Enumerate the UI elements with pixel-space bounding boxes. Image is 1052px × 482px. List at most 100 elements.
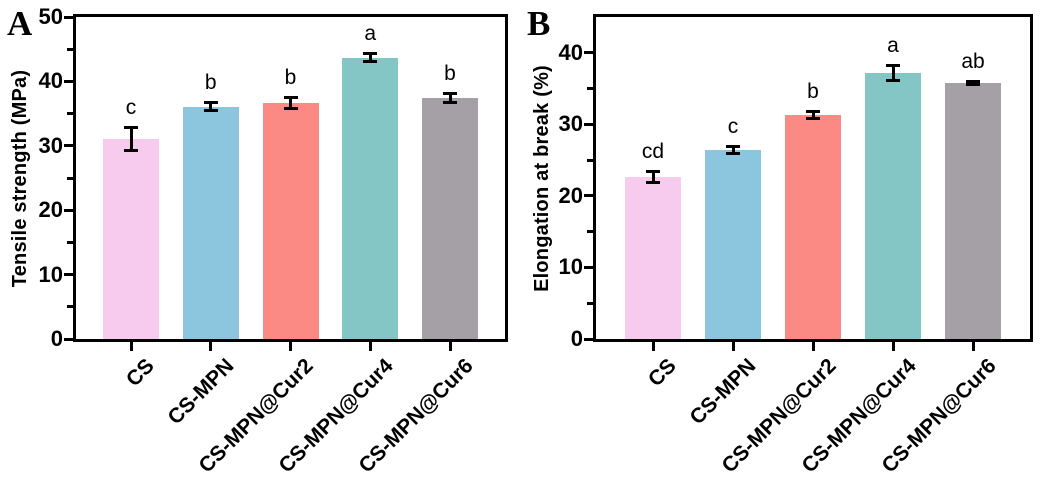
- bar: [865, 72, 921, 339]
- y-tick-label: 40: [558, 39, 583, 65]
- panel-a-plot-area: 0 10 20 30 40 50 c CS b CS-MPN b CS-MPN@Cur2 a CS-MPN…: [39, 5, 508, 477]
- y-major-tick: [584, 337, 596, 341]
- error-bar-cap-bottom: [726, 152, 740, 156]
- y-minor-tick: [67, 305, 76, 309]
- significance-label: b: [807, 80, 819, 104]
- significance-label: c: [125, 95, 137, 119]
- y-minor-tick: [587, 87, 596, 91]
- y-tick-label: 20: [558, 182, 583, 208]
- y-major-tick: [64, 144, 76, 148]
- bar: [705, 150, 761, 339]
- error-bar-line: [209, 101, 213, 112]
- error-bar-cap-top: [203, 101, 218, 105]
- y-major-tick: [64, 273, 76, 277]
- y-major-tick: [64, 208, 76, 212]
- y-major-tick: [584, 51, 596, 55]
- error-bar-cap-bottom: [443, 100, 457, 104]
- y-tick-label: 40: [38, 68, 63, 94]
- bar: [182, 106, 239, 339]
- error-bar-line: [731, 145, 735, 156]
- y-major-tick: [584, 194, 596, 198]
- error-bar-cap-top: [806, 110, 820, 114]
- significance-label: c: [727, 115, 739, 139]
- error-bar-cap-top: [124, 125, 138, 129]
- error-bar-cap-bottom: [806, 117, 820, 121]
- y-minor-tick: [587, 230, 596, 234]
- bar: [785, 115, 841, 339]
- x-tick-label-text: CS: [643, 354, 681, 392]
- x-tick: [651, 339, 655, 351]
- significance-label: a: [364, 21, 377, 45]
- x-tick: [731, 339, 735, 351]
- bar: [103, 138, 159, 339]
- error-bar-cap-top: [646, 170, 660, 174]
- panel-a-y-axis-title-text: Tensile strength (MPa): [9, 69, 32, 287]
- y-tick-label: 10: [558, 254, 583, 280]
- error-bar-cap-bottom: [966, 82, 980, 86]
- y-minor-tick: [67, 176, 76, 180]
- x-tick: [209, 339, 213, 351]
- y-major-tick: [584, 265, 596, 269]
- x-tick-label-text: CS-MPN: [163, 354, 239, 430]
- bar: [342, 57, 399, 339]
- error-bar-cap-top: [363, 51, 378, 55]
- x-tick: [811, 339, 815, 351]
- error-bar-cap-bottom: [124, 148, 138, 152]
- error-bar-cap-bottom: [646, 181, 660, 185]
- y-tick-label: 10: [38, 261, 63, 287]
- x-tick: [891, 339, 895, 351]
- significance-label: b: [284, 66, 297, 90]
- y-tick-label: 50: [38, 4, 63, 29]
- significance-label: ab: [961, 49, 985, 73]
- panel-b-letter: B: [527, 4, 551, 43]
- panel-a-letter: A: [7, 4, 33, 43]
- y-major-tick: [64, 15, 76, 19]
- y-major-tick: [584, 122, 596, 126]
- error-bar-line: [368, 51, 372, 64]
- y-minor-tick: [67, 47, 76, 51]
- x-tick: [289, 339, 292, 351]
- panel-a-y-axis-title: Tensile strength (MPa): [6, 14, 36, 342]
- y-tick-label: 30: [38, 132, 63, 158]
- error-bar-cap-top: [726, 145, 740, 149]
- error-bar-line: [891, 63, 895, 83]
- x-tick-label-text: CS-MPN: [685, 354, 761, 430]
- error-bar-line: [129, 125, 133, 152]
- error-bar-line: [289, 96, 292, 111]
- error-bar-cap-bottom: [886, 79, 900, 83]
- error-bar-line: [651, 170, 655, 185]
- y-major-tick: [64, 79, 76, 83]
- x-tick: [971, 339, 975, 351]
- error-bar-cap-bottom: [283, 107, 298, 111]
- significance-label: b: [204, 71, 217, 95]
- y-tick-label: 30: [558, 111, 583, 137]
- error-bar-cap-bottom: [363, 60, 378, 64]
- y-minor-tick: [67, 240, 76, 244]
- panel-b-plot-area: 0 10 20 30 40 cd CS c CS-MPN b CS-MPN@Cur2 a CS-MPN@…: [559, 14, 1033, 477]
- error-bar-cap-top: [443, 92, 457, 96]
- bar: [262, 103, 319, 339]
- bar: [945, 82, 1001, 339]
- bar: [422, 98, 478, 339]
- y-tick-label: 0: [50, 326, 63, 351]
- significance-label: cd: [641, 140, 665, 164]
- significance-label: a: [887, 33, 899, 57]
- error-bar-cap-top: [283, 96, 298, 100]
- x-tick: [448, 339, 452, 351]
- error-bar-cap-bottom: [203, 108, 218, 112]
- error-bar-cap-top: [886, 63, 900, 67]
- y-major-tick: [64, 337, 76, 341]
- error-bar-line: [811, 110, 815, 121]
- y-minor-tick: [587, 158, 596, 162]
- y-minor-tick: [587, 301, 596, 305]
- bar: [625, 177, 681, 339]
- error-bar-line: [448, 92, 452, 104]
- error-bar-cap-top: [966, 79, 980, 83]
- y-tick-label: 20: [38, 197, 63, 223]
- x-tick: [368, 339, 372, 351]
- significance-label: b: [444, 62, 456, 86]
- y-minor-tick: [67, 112, 76, 116]
- x-tick: [129, 339, 133, 351]
- x-tick-label-text: CS: [121, 354, 159, 392]
